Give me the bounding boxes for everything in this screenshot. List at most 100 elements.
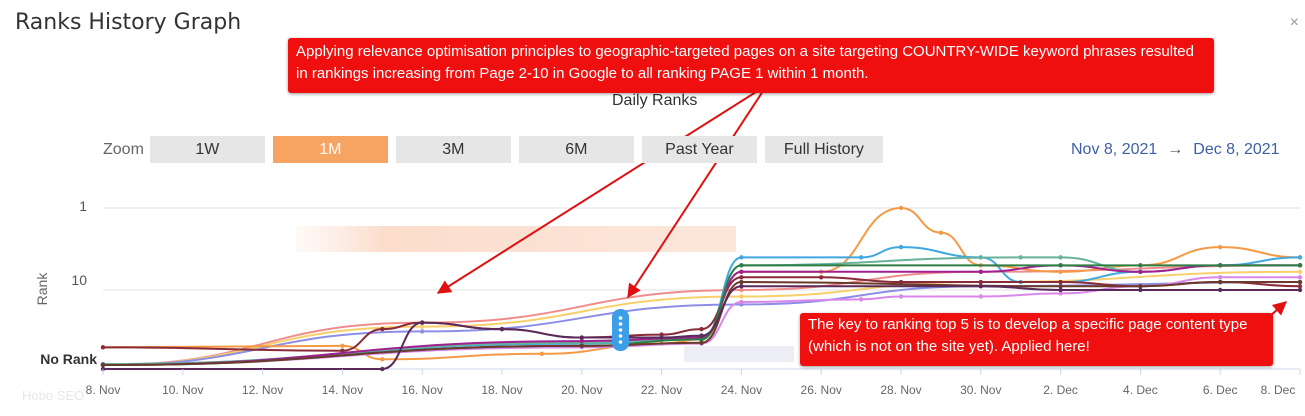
x-tick-label: 2. Dec xyxy=(1043,383,1078,397)
series-point xyxy=(1297,284,1303,289)
series-point xyxy=(739,299,744,305)
x-tick-label: 12. Nov xyxy=(242,383,283,397)
series-point xyxy=(1058,279,1063,285)
series-point xyxy=(1218,275,1223,280)
blurred-legend-area xyxy=(296,226,794,362)
series-point xyxy=(1058,284,1063,289)
annotation-arrows xyxy=(436,84,1288,324)
y-axis: Rank 1 10 No Rank xyxy=(34,198,97,367)
series-line xyxy=(102,264,1301,366)
x-tick-label: 14. Nov xyxy=(322,383,363,397)
y-axis-title: Rank xyxy=(34,272,50,306)
x-tick-label: 22. Nov xyxy=(641,383,682,397)
navigator-handle xyxy=(612,309,629,351)
series-point xyxy=(699,333,704,338)
close-icon[interactable]: × xyxy=(1289,14,1299,31)
series-point xyxy=(1297,275,1303,280)
chart-subtitle: Daily Ranks xyxy=(612,92,698,109)
series-point xyxy=(858,297,864,302)
x-tick-label: 28. Nov xyxy=(880,383,921,397)
series-point xyxy=(420,329,425,334)
zoom-6m-button[interactable]: 6M xyxy=(518,136,634,163)
series-line xyxy=(102,276,1301,352)
date-range: Nov 8, 2021 → Dec 8, 2021 xyxy=(1071,141,1280,159)
series-point xyxy=(1138,284,1143,289)
series-point xyxy=(1058,263,1063,268)
series-point xyxy=(420,320,425,325)
series-point xyxy=(1297,263,1303,268)
series-point xyxy=(1218,279,1223,285)
x-tick-label: 8. Dec xyxy=(1261,383,1296,397)
zoom-label: Zoom xyxy=(103,140,144,158)
range-start[interactable]: Nov 8, 2021 xyxy=(1071,141,1158,158)
series-point xyxy=(1058,291,1063,296)
series-point xyxy=(739,263,744,268)
series-point xyxy=(1218,244,1223,250)
series-point xyxy=(380,326,385,332)
series-point xyxy=(978,294,983,299)
zoom-3m-button[interactable]: 3M xyxy=(395,136,511,163)
series-line xyxy=(102,264,1300,366)
series-point xyxy=(579,338,584,344)
series-point xyxy=(898,244,904,250)
series-point xyxy=(739,255,744,260)
series-point xyxy=(579,335,584,340)
x-tick-label: 26. Nov xyxy=(801,383,842,397)
watermark: Hobo SEO xyxy=(22,388,85,403)
series-point xyxy=(1297,269,1303,275)
zoom-controls: Zoom 1W 1M 3M 6M Past Year Full History xyxy=(103,136,891,163)
zoom-past-year-button[interactable]: Past Year xyxy=(641,136,757,163)
y-tick-label: No Rank xyxy=(40,351,97,367)
series-point xyxy=(699,337,704,342)
series-point xyxy=(898,294,904,299)
x-tick-label: 20. Nov xyxy=(561,383,602,397)
series-point xyxy=(100,345,106,350)
series-point xyxy=(739,275,744,280)
series-point xyxy=(1058,269,1063,275)
series-point xyxy=(739,279,744,285)
series-point xyxy=(1138,269,1143,275)
zoom-1m-button[interactable]: 1M xyxy=(272,136,388,163)
series-point xyxy=(1058,255,1063,260)
range-end[interactable]: Dec 8, 2021 xyxy=(1193,141,1280,158)
series-point xyxy=(579,343,584,349)
x-tick-label: 8. Nov xyxy=(86,383,121,397)
annotation-arrow xyxy=(436,84,768,294)
series-point xyxy=(1297,287,1303,293)
zoom-full-history-button[interactable]: Full History xyxy=(764,136,883,163)
page-title: Ranks History Graph xyxy=(15,10,242,35)
series-point xyxy=(1138,287,1143,293)
annotation-arrow xyxy=(627,84,768,299)
chart-series xyxy=(100,205,1303,372)
series-point xyxy=(978,279,983,285)
series-point xyxy=(858,255,864,260)
series-point xyxy=(978,284,983,289)
blurred-band xyxy=(684,346,794,362)
x-axis: 8. Nov 10. Nov 12. Nov 14. Nov 16. Nov 18. No… xyxy=(86,369,1301,397)
series-point xyxy=(739,269,744,275)
x-tick-label: 6. Dec xyxy=(1203,383,1238,397)
series-line xyxy=(102,270,1301,366)
series-point xyxy=(340,348,345,353)
zoom-1w-button[interactable]: 1W xyxy=(149,136,265,163)
series-point xyxy=(100,362,106,368)
series-point xyxy=(1218,287,1223,293)
series-point xyxy=(739,284,744,289)
x-tick-label: 24. Nov xyxy=(721,383,762,397)
series-point xyxy=(739,294,744,299)
range-arrow: → xyxy=(1167,141,1184,158)
y-tick-label: 1 xyxy=(79,198,87,214)
series-point xyxy=(1218,263,1223,268)
series-point xyxy=(1018,255,1023,260)
series-point xyxy=(1297,279,1303,285)
x-tick-label: 4. Dec xyxy=(1123,383,1158,397)
annotation-bottom: The key to ranking top 5 is to develop a… xyxy=(800,313,1273,366)
series-point xyxy=(1138,263,1143,268)
x-tick-label: 10. Nov xyxy=(162,383,203,397)
x-tick-label: 30. Nov xyxy=(960,383,1001,397)
series-point xyxy=(380,366,385,372)
series-point xyxy=(938,230,944,235)
x-tick-label: 18. Nov xyxy=(481,383,522,397)
series-point xyxy=(699,326,704,332)
